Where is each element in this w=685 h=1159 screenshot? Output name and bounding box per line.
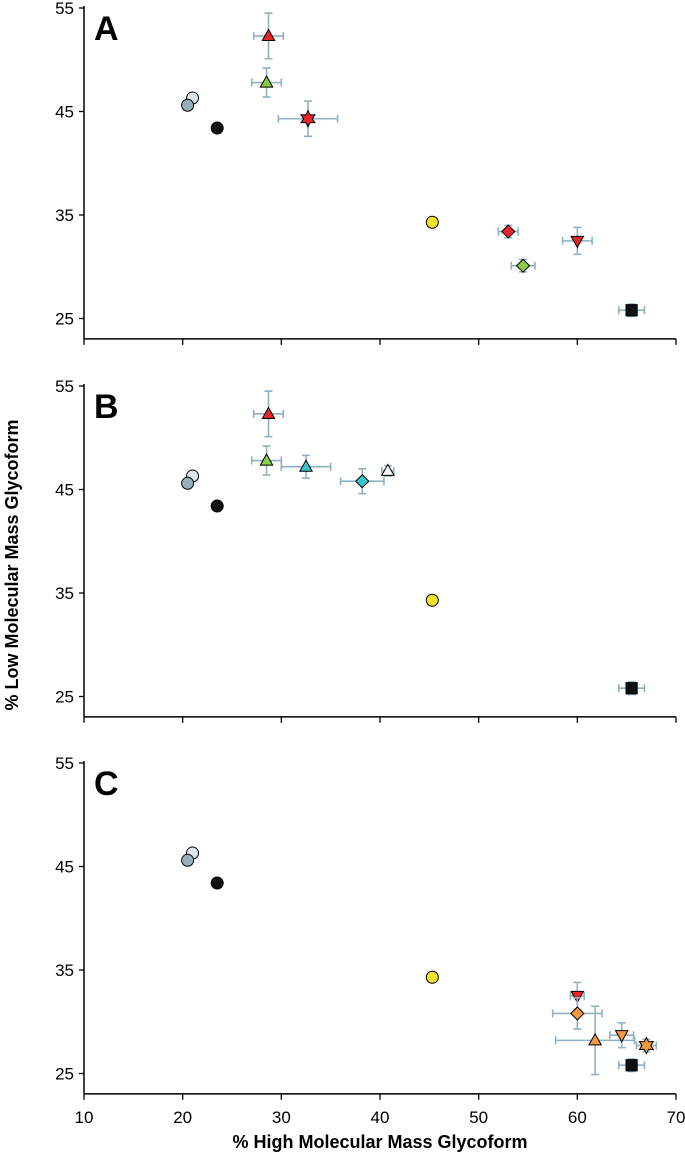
marker-square <box>625 1059 638 1072</box>
data-point <box>551 997 603 1030</box>
y-tick-label: 45 <box>55 858 74 877</box>
y-tick-label: 25 <box>55 310 74 329</box>
marker-triangle-up <box>259 452 274 466</box>
data-point <box>554 1005 636 1076</box>
data-point <box>277 100 339 138</box>
data-point <box>425 593 439 607</box>
data-point <box>250 445 283 476</box>
data-point <box>250 67 283 98</box>
y-tick-label: 45 <box>55 103 74 122</box>
data-point <box>181 853 195 867</box>
panel-label: A <box>94 10 119 48</box>
y-tick-label: 25 <box>55 688 74 707</box>
chart-panels: 25 35 45 55 A 25 35 45 55 B 25 35 45 55 10 20 30 40 50 60 70… <box>55 0 685 1127</box>
x-tick-label: 50 <box>469 1108 488 1127</box>
data-point <box>210 499 224 513</box>
marker-diamond <box>501 224 516 239</box>
data-point <box>617 1058 646 1073</box>
marker-circle <box>425 970 439 984</box>
data-point <box>617 681 646 696</box>
panel-c: 25 35 45 55 10 20 30 40 50 60 70 C <box>55 754 685 1127</box>
marker-triangle-up <box>259 74 274 88</box>
data-point <box>380 463 395 477</box>
data-point <box>252 390 285 438</box>
data-point <box>252 12 285 60</box>
data-point <box>617 303 646 318</box>
data-point <box>497 224 519 239</box>
data-point <box>609 1021 635 1049</box>
y-axis-title: % Low Molecular Mass Glycoform <box>2 419 22 710</box>
x-tick-label: 30 <box>272 1108 291 1127</box>
marker-diamond <box>515 258 531 273</box>
marker-circle <box>425 593 439 607</box>
marker-square <box>625 304 638 317</box>
data-point <box>181 476 195 490</box>
data-point <box>561 226 593 256</box>
marker-circle <box>425 215 439 229</box>
y-tick-label: 55 <box>55 754 74 773</box>
x-tick-label: 10 <box>75 1108 94 1127</box>
panel-a: 25 35 45 55 A <box>55 0 677 345</box>
marker-circle <box>181 853 195 867</box>
panel-label: B <box>94 388 119 426</box>
marker-triangle-down <box>614 1030 629 1043</box>
y-tick-label: 25 <box>55 1065 74 1084</box>
y-tick-label: 35 <box>55 206 74 225</box>
data-point <box>510 258 536 273</box>
x-tick-label: 70 <box>667 1108 685 1127</box>
marker-circle <box>210 499 224 513</box>
marker-diamond <box>355 474 370 489</box>
marker-triangle-up <box>298 459 314 472</box>
x-axis-title: % High Molecular Mass Glycoform <box>232 1132 527 1152</box>
data-point <box>210 121 224 135</box>
marker-triangle-up <box>380 463 395 476</box>
y-tick-label: 35 <box>55 584 74 603</box>
marker-circle <box>210 121 224 135</box>
marker-triangle-up <box>261 28 276 41</box>
x-tick-label: 60 <box>568 1108 587 1127</box>
marker-circle <box>181 98 195 112</box>
x-tick-label: 20 <box>173 1108 192 1127</box>
x-tick-label: 40 <box>371 1108 390 1127</box>
data-point <box>181 98 195 112</box>
marker-triangle-up <box>261 406 276 419</box>
marker-circle <box>210 876 224 890</box>
panel-label: C <box>94 765 119 803</box>
marker-triangle-down <box>570 235 585 249</box>
data-point <box>210 876 224 890</box>
y-tick-label: 35 <box>55 961 74 980</box>
data-point <box>425 970 439 984</box>
data-point <box>635 1036 658 1055</box>
marker-triangle-down <box>570 990 585 1004</box>
data-point <box>425 215 439 229</box>
y-tick-label: 45 <box>55 481 74 500</box>
marker-square <box>625 682 638 695</box>
data-point <box>280 454 332 479</box>
marker-circle <box>181 476 195 490</box>
marker-triangle-up <box>588 1032 603 1046</box>
panel-b: 25 35 45 55 B <box>55 377 677 723</box>
y-tick-label: 55 <box>55 377 74 396</box>
marker-star <box>300 109 316 128</box>
y-tick-label: 55 <box>55 0 74 18</box>
data-point <box>339 467 385 495</box>
marker-diamond <box>570 1006 585 1021</box>
marker-star <box>638 1036 655 1055</box>
